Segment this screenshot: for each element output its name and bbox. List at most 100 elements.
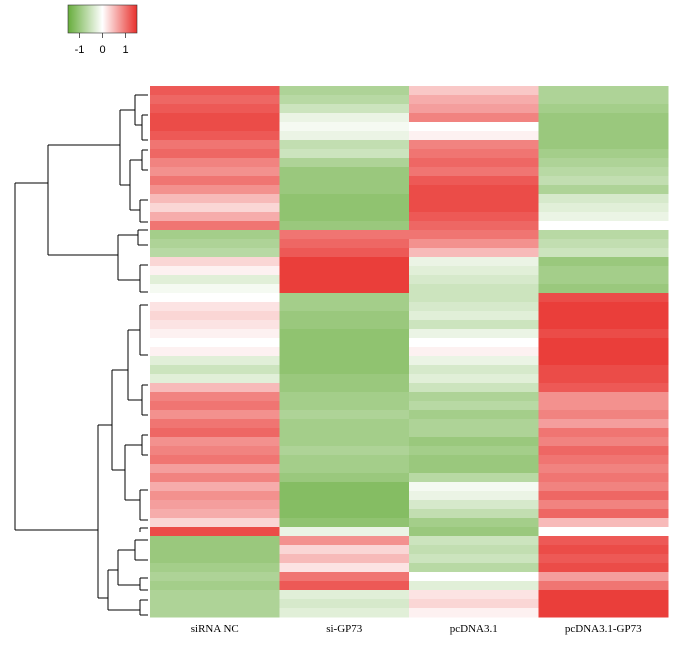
heatmap-cell — [409, 185, 539, 195]
heatmap-cell — [150, 491, 280, 501]
heatmap-cell — [538, 365, 669, 375]
heatmap-cell — [538, 131, 669, 141]
heatmap-cell — [538, 455, 669, 465]
heatmap-cell — [409, 167, 539, 177]
heatmap-cell — [409, 275, 539, 285]
heatmap-cell — [150, 410, 280, 420]
heatmap-cell — [409, 230, 539, 240]
heatmap-cell — [150, 167, 280, 177]
heatmap-cell — [538, 221, 669, 231]
heatmap-cell — [409, 608, 539, 618]
heatmap-cell — [538, 590, 669, 600]
heatmap-cell — [279, 509, 410, 519]
heatmap-cell — [279, 446, 410, 456]
heatmap-cell — [538, 464, 669, 474]
heatmap-cell — [409, 347, 539, 357]
heatmap-cell — [150, 419, 280, 429]
heatmap-cell — [538, 509, 669, 519]
heatmap-cell — [538, 527, 669, 537]
heatmap-cell — [538, 581, 669, 591]
heatmap-cell — [150, 365, 280, 375]
heatmap-cell — [409, 455, 539, 465]
heatmap-cell — [150, 248, 280, 258]
heatmap-cell — [279, 563, 410, 573]
heatmap-cell — [538, 491, 669, 501]
heatmap-cell — [409, 320, 539, 330]
heatmap-cell — [409, 572, 539, 582]
heatmap-cell — [538, 446, 669, 456]
heatmap-cell — [279, 464, 410, 474]
dendrogram — [14, 94, 148, 616]
heatmap-cell — [409, 374, 539, 384]
heatmap-cell — [409, 356, 539, 366]
heatmap-cell — [538, 320, 669, 330]
colorbar-tick-label: -1 — [75, 44, 85, 56]
heatmap-cell — [279, 140, 410, 150]
heatmap-cell — [279, 392, 410, 402]
heatmap-cell — [279, 176, 410, 186]
heatmap-cell — [150, 194, 280, 204]
heatmap-cell — [150, 392, 280, 402]
heatmap-cell — [150, 509, 280, 519]
heatmap-cell — [538, 113, 669, 123]
heatmap-cell — [279, 374, 410, 384]
heatmap-cell — [279, 293, 410, 303]
heatmap-cell — [150, 518, 280, 528]
heatmap-cell — [279, 320, 410, 330]
heatmap-cell — [150, 239, 280, 249]
heatmap-cell — [409, 248, 539, 258]
heatmap-cell — [279, 581, 410, 591]
heatmap-cell — [279, 437, 410, 447]
heatmap-cell — [538, 473, 669, 483]
heatmap-cell — [150, 338, 280, 348]
heatmap-cell — [150, 545, 280, 555]
heatmap-cell — [409, 131, 539, 141]
heatmap-cell — [279, 248, 410, 258]
heatmap-cell — [279, 284, 410, 294]
heatmap-cell — [538, 293, 669, 303]
heatmap-cell — [279, 212, 410, 222]
heatmap-cell — [538, 347, 669, 357]
heatmap-cell — [409, 140, 539, 150]
heatmap-cell — [150, 428, 280, 438]
heatmap-cell — [279, 221, 410, 231]
heatmap-cell — [538, 248, 669, 258]
heatmap-cell — [409, 563, 539, 573]
heatmap-cell — [150, 113, 280, 123]
heatmap-cell — [279, 482, 410, 492]
heatmap-cell — [279, 527, 410, 537]
heatmap-cell — [538, 500, 669, 510]
heatmap-cell — [538, 554, 669, 564]
heatmap-cell — [538, 356, 669, 366]
heatmap-cell — [538, 437, 669, 447]
heatmap-cell — [409, 464, 539, 474]
heatmap-cell — [150, 158, 280, 168]
heatmap-cell — [409, 446, 539, 456]
heatmap-cell — [538, 185, 669, 195]
heatmap-cell — [279, 329, 410, 339]
heatmap-cell — [409, 104, 539, 114]
heatmap-cell — [538, 374, 669, 384]
heatmap-cell — [538, 230, 669, 240]
heatmap-cell — [150, 572, 280, 582]
heatmap-cell — [279, 194, 410, 204]
heatmap-cell — [279, 158, 410, 168]
heatmap-cell — [409, 509, 539, 519]
heatmap-cell — [150, 131, 280, 141]
heatmap-cell — [279, 518, 410, 528]
heatmap-cell — [409, 437, 539, 447]
heatmap-cell — [279, 338, 410, 348]
heatmap-cell — [538, 167, 669, 177]
heatmap-cell — [409, 599, 539, 609]
heatmap-cell — [150, 347, 280, 357]
heatmap-cell — [150, 563, 280, 573]
heatmap-cell — [150, 329, 280, 339]
heatmap-cell — [279, 167, 410, 177]
heatmap-cell — [409, 212, 539, 222]
heatmap-cell — [409, 536, 539, 546]
heatmap-cell — [409, 302, 539, 312]
heatmap-cell — [279, 365, 410, 375]
heatmap-cell — [538, 149, 669, 159]
heatmap-cell — [409, 257, 539, 267]
heatmap-cell — [538, 410, 669, 420]
